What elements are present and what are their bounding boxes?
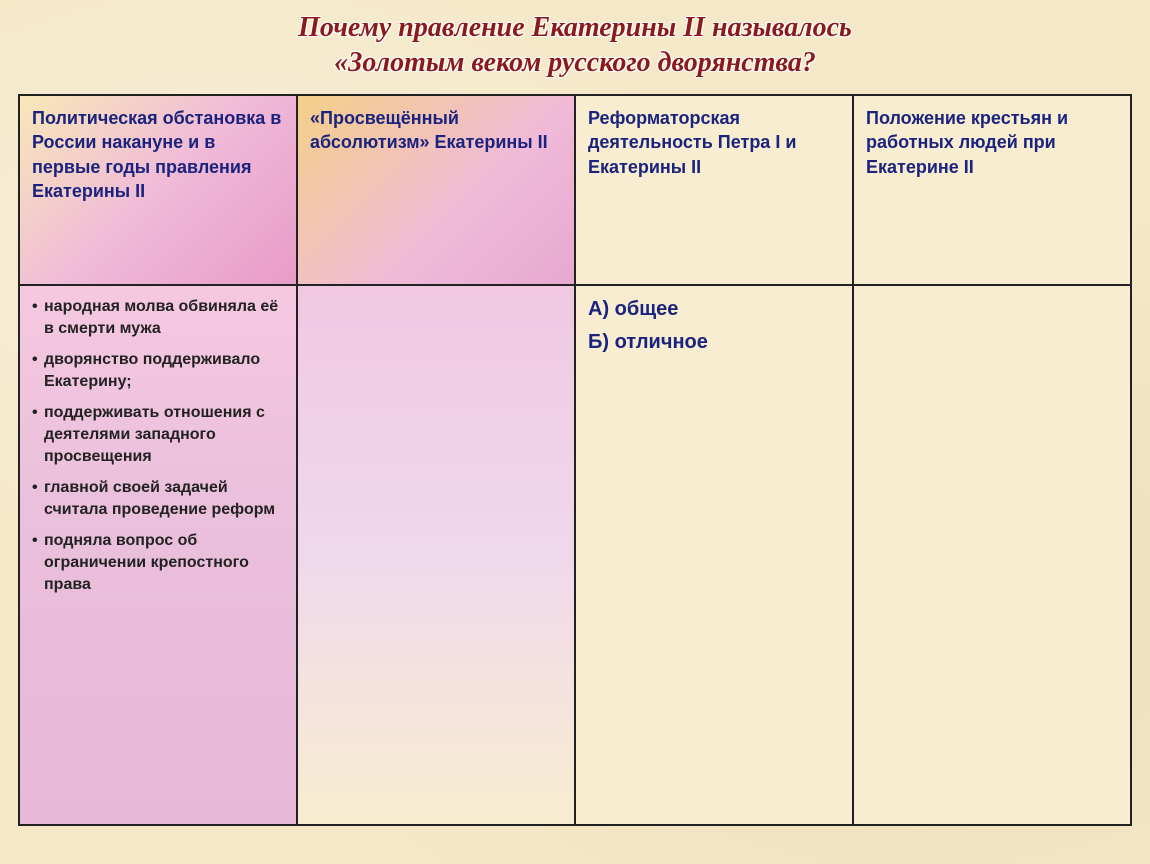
cell-col1: народная молва обвиняла её в смерти мужа… [19,285,297,825]
cell-col4 [853,285,1131,825]
answer-b: Б) отличное [588,329,840,356]
col1-bullet-list: народная молва обвиняла её в смерти мужа… [32,296,284,595]
list-item: поддерживать отношения с деятелями запад… [32,402,284,467]
title-line-2: «Золотым веком русского дворянства? [334,47,816,78]
list-item: главной своей задачей считала проведение… [32,477,284,520]
slide-title: Почему правление Екатерины II называлось… [18,10,1132,80]
header-col1: Политическая обстановка в России наканун… [19,95,297,285]
cell-col2 [297,285,575,825]
comparison-table: Политическая обстановка в России наканун… [18,94,1132,826]
answer-a: А) общее [588,296,840,323]
title-line-1: Почему правление Екатерины II называлось [298,12,852,43]
list-item: народная молва обвиняла её в смерти мужа [32,296,284,339]
header-col4: Положение крестьян и работных людей при … [853,95,1131,285]
table-header-row: Политическая обстановка в России наканун… [19,95,1131,285]
header-col2: «Просвещённый абсолютизм» Екатерины II [297,95,575,285]
list-item: дворянство поддерживало Екатерину; [32,349,284,392]
header-col3: Реформаторская деятельность Петра I и Ек… [575,95,853,285]
table-body-row: народная молва обвиняла её в смерти мужа… [19,285,1131,825]
list-item: подняла вопрос об ограничении крепостног… [32,530,284,595]
cell-col3: А) общее Б) отличное [575,285,853,825]
